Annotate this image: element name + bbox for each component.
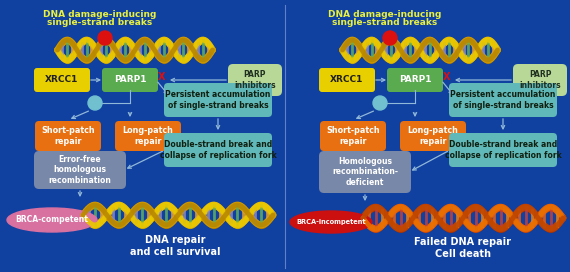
- FancyBboxPatch shape: [320, 121, 386, 151]
- Ellipse shape: [7, 208, 97, 232]
- Text: PARP1: PARP1: [399, 76, 431, 85]
- Text: Double-strand break and
collapse of replication fork: Double-strand break and collapse of repl…: [160, 140, 276, 160]
- FancyBboxPatch shape: [319, 68, 375, 92]
- Text: XRCC1: XRCC1: [330, 76, 364, 85]
- FancyBboxPatch shape: [115, 121, 181, 151]
- Text: Double-strand break and
collapse of replication fork: Double-strand break and collapse of repl…: [445, 140, 561, 160]
- Text: Homologous
recombination-
deficient: Homologous recombination- deficient: [332, 157, 398, 187]
- Text: and cell survival: and cell survival: [130, 247, 220, 257]
- Circle shape: [88, 96, 102, 110]
- FancyBboxPatch shape: [102, 68, 158, 92]
- Circle shape: [383, 31, 397, 45]
- Text: BRCA-competent: BRCA-competent: [15, 215, 88, 224]
- FancyBboxPatch shape: [449, 83, 557, 117]
- FancyBboxPatch shape: [387, 68, 443, 92]
- Circle shape: [373, 96, 387, 110]
- Text: Persistent accumulation
of single-strand breaks: Persistent accumulation of single-strand…: [450, 90, 556, 110]
- Text: PARP
inhibitors: PARP inhibitors: [519, 70, 561, 90]
- Text: X: X: [158, 72, 166, 82]
- FancyBboxPatch shape: [164, 133, 272, 167]
- Text: Long-patch
repair: Long-patch repair: [408, 126, 458, 146]
- Text: Short-patch
repair: Short-patch repair: [326, 126, 380, 146]
- FancyBboxPatch shape: [34, 151, 126, 189]
- FancyBboxPatch shape: [400, 121, 466, 151]
- Text: Cell death: Cell death: [435, 249, 491, 259]
- Ellipse shape: [290, 211, 372, 233]
- Text: Long-patch
repair: Long-patch repair: [123, 126, 173, 146]
- Text: DNA damage-inducing: DNA damage-inducing: [43, 10, 157, 19]
- Text: X: X: [443, 72, 451, 82]
- Text: DNA repair: DNA repair: [145, 235, 205, 245]
- Text: Error-free
homologous
recombination: Error-free homologous recombination: [48, 155, 112, 185]
- FancyBboxPatch shape: [34, 68, 90, 92]
- Text: Failed DNA repair: Failed DNA repair: [414, 237, 511, 247]
- Text: single-strand breaks: single-strand breaks: [47, 18, 153, 27]
- Text: XRCC1: XRCC1: [45, 76, 79, 85]
- Text: BRCA-incompetent: BRCA-incompetent: [296, 219, 366, 225]
- FancyBboxPatch shape: [319, 151, 411, 193]
- Text: Short-patch
repair: Short-patch repair: [41, 126, 95, 146]
- FancyBboxPatch shape: [164, 83, 272, 117]
- FancyBboxPatch shape: [228, 64, 282, 96]
- Text: single-strand breaks: single-strand breaks: [332, 18, 438, 27]
- FancyBboxPatch shape: [449, 133, 557, 167]
- Text: Persistent accumulation
of single-strand breaks: Persistent accumulation of single-strand…: [165, 90, 271, 110]
- FancyBboxPatch shape: [35, 121, 101, 151]
- Text: PARP
inhibitors: PARP inhibitors: [234, 70, 276, 90]
- Text: DNA damage-inducing: DNA damage-inducing: [328, 10, 442, 19]
- Text: PARP1: PARP1: [114, 76, 146, 85]
- Circle shape: [98, 31, 112, 45]
- FancyBboxPatch shape: [513, 64, 567, 96]
